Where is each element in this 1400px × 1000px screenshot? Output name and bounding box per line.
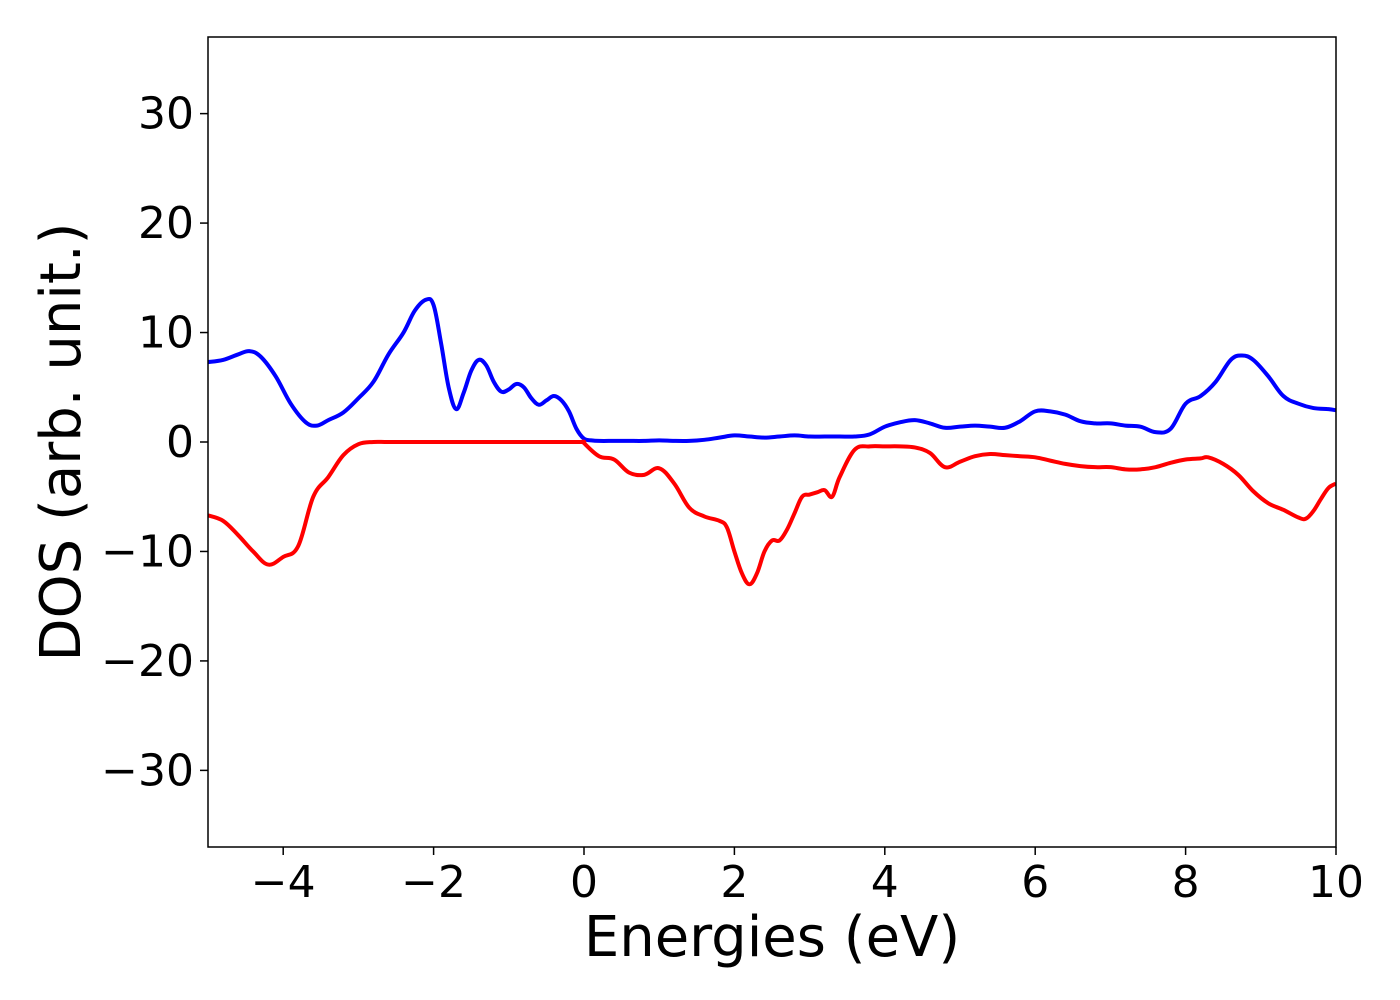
x-tick-label: 6 [1021, 857, 1049, 908]
series-layer [208, 296, 1336, 587]
x-tick-label: −4 [251, 857, 316, 908]
x-axis-label: Energies (eV) [584, 905, 960, 970]
series-line-2 [208, 439, 1336, 587]
x-tick-label: 2 [720, 857, 748, 908]
y-tick-label: 30 [138, 89, 194, 140]
y-tick-label: −10 [101, 526, 194, 577]
y-tick-label: 0 [166, 417, 194, 468]
y-tick-label: −20 [101, 636, 194, 687]
series-line-1 [208, 296, 1336, 444]
x-axis: −4 −2 0 2 4 6 8 10 [251, 847, 1364, 908]
x-tick-label: 4 [871, 857, 899, 908]
x-tick-label: 8 [1172, 857, 1200, 908]
x-tick-label: 10 [1308, 857, 1364, 908]
y-tick-label: 20 [138, 198, 194, 249]
y-axis-label: DOS (arb. unit.) [29, 222, 94, 661]
x-tick-label: 0 [570, 857, 598, 908]
y-axis: 30 20 10 0 −10 −20 −30 [101, 89, 208, 796]
y-tick-label: 10 [138, 308, 194, 359]
y-tick-label: −30 [101, 745, 194, 796]
x-tick-label: −2 [401, 857, 466, 908]
